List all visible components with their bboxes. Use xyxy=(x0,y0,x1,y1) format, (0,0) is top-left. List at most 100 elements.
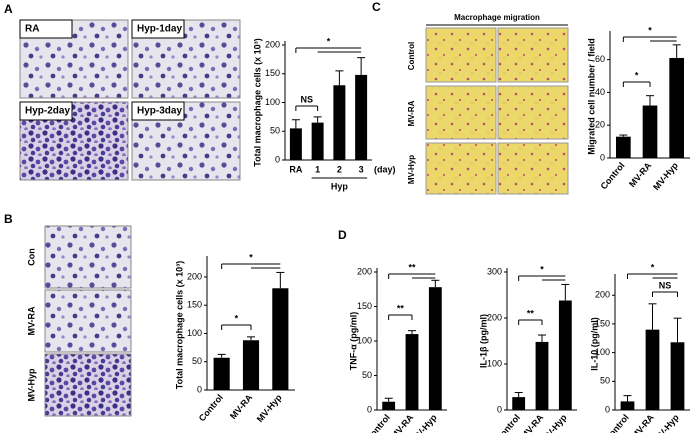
micrograph xyxy=(497,85,569,140)
y-tick-label: 100 xyxy=(187,328,202,338)
significance-label: NS xyxy=(659,280,672,290)
micrograph xyxy=(425,27,497,83)
x-tick-label: MV-RA xyxy=(627,160,654,189)
panel-letter: B xyxy=(4,212,13,226)
y-tick-label: 60 xyxy=(595,54,605,64)
label-box xyxy=(19,101,73,121)
y-tick-label: 0 xyxy=(605,404,610,414)
y-tick-label: 150 xyxy=(357,301,372,311)
x-tick-label: 2 xyxy=(337,164,342,174)
x-tick-label: Control xyxy=(197,392,225,423)
y-tick-label: 150 xyxy=(595,318,610,328)
bar xyxy=(642,105,658,158)
bar xyxy=(535,341,549,410)
bar xyxy=(620,401,635,410)
y-tick-label: 20 xyxy=(595,120,605,130)
image-title: Macrophage migration xyxy=(454,13,540,22)
bar xyxy=(405,334,419,410)
group-label: Hyp xyxy=(331,181,349,191)
x-tick-label: MV-Hyp xyxy=(410,412,439,433)
x-tick-label: MV-Hyp xyxy=(540,412,569,433)
y-tick-label: 200 xyxy=(357,266,372,276)
bar xyxy=(272,288,289,390)
x-tick-label: Control xyxy=(364,412,392,433)
bar xyxy=(213,357,230,390)
y-tick-label: 50 xyxy=(600,376,610,386)
y-tick-label: 100 xyxy=(265,97,280,107)
row-label: MV-Hyp xyxy=(26,368,36,402)
y-tick-label: 200 xyxy=(487,312,502,322)
x-tick-label: RA xyxy=(289,164,302,174)
bar xyxy=(355,74,368,160)
label-box xyxy=(19,19,73,39)
y-tick-label: 100 xyxy=(357,335,372,345)
bar xyxy=(670,342,685,410)
row-label: Control xyxy=(407,42,416,70)
significance-label: ** xyxy=(397,303,405,313)
label-box xyxy=(131,19,185,39)
significance-label: ** xyxy=(527,308,535,318)
y-tick-label: 100 xyxy=(595,347,610,357)
bar xyxy=(311,122,324,160)
x-tick-label: MV-Hyp xyxy=(255,392,284,424)
y-tick-label: 40 xyxy=(595,87,605,97)
x-tick-label: MV-RA xyxy=(389,412,416,433)
x-tick-label: 3 xyxy=(359,164,364,174)
row-label: MV-RA xyxy=(26,306,36,336)
panel-letter: C xyxy=(372,0,381,14)
panel-letter: D xyxy=(338,228,347,242)
y-tick-label: 0 xyxy=(497,404,502,414)
image-label: Hyp-1day xyxy=(137,24,182,35)
significance-label: * xyxy=(235,313,239,323)
panel-letter: A xyxy=(4,2,13,16)
y-tick-label: 150 xyxy=(187,300,202,310)
y-tick-label: 200 xyxy=(265,39,280,49)
y-axis-label: IL-10 (pg/ml) xyxy=(589,317,599,371)
significance-label: * xyxy=(249,252,253,262)
micrograph xyxy=(497,142,569,195)
image-label: RA xyxy=(25,24,39,35)
bar xyxy=(289,128,302,160)
x-tick-label: Control xyxy=(603,412,631,433)
micrograph xyxy=(131,19,241,99)
y-axis-label: Migrated cell number / field xyxy=(586,38,596,155)
significance-label: * xyxy=(651,262,655,272)
label-box xyxy=(131,101,185,121)
x-unit: (day) xyxy=(374,164,396,174)
y-axis-label: Total macrophage cells (x 10³) xyxy=(174,261,184,389)
significance-label: * xyxy=(648,25,652,35)
bar xyxy=(645,329,660,410)
y-tick-label: 200 xyxy=(187,271,202,281)
x-tick-label: MV-RA xyxy=(228,392,255,421)
y-tick-label: 0 xyxy=(197,384,202,394)
micrograph xyxy=(44,353,132,417)
y-axis-label: Total macrophage cells (x 10³) xyxy=(252,38,262,166)
bar xyxy=(242,340,260,390)
significance-label: * xyxy=(327,36,331,46)
y-tick-label: 50 xyxy=(270,126,280,136)
bar xyxy=(616,136,631,158)
y-tick-label: 300 xyxy=(487,266,502,276)
bar xyxy=(669,57,684,158)
image-label: Hyp-3day xyxy=(137,106,182,117)
bar xyxy=(333,85,346,160)
micrograph xyxy=(131,101,241,181)
x-tick-label: 1 xyxy=(315,164,320,174)
significance-label: * xyxy=(540,264,544,274)
y-tick-label: 150 xyxy=(265,68,280,78)
micrograph xyxy=(44,289,132,353)
x-tick-label: MV-RA xyxy=(630,412,657,433)
y-tick-label: 50 xyxy=(362,370,372,380)
y-tick-label: 100 xyxy=(487,358,502,368)
x-tick-label: MV-Hyp xyxy=(651,160,680,192)
y-axis-label: TNF-α (pg/ml) xyxy=(348,312,358,371)
row-label: Con xyxy=(26,248,36,266)
micrograph xyxy=(425,142,497,195)
image-label: Hyp-2day xyxy=(25,106,70,117)
micrograph xyxy=(44,225,132,289)
micrograph xyxy=(425,85,497,140)
y-tick-label: 0 xyxy=(275,154,280,164)
micrograph xyxy=(497,27,569,83)
bar xyxy=(512,397,526,410)
